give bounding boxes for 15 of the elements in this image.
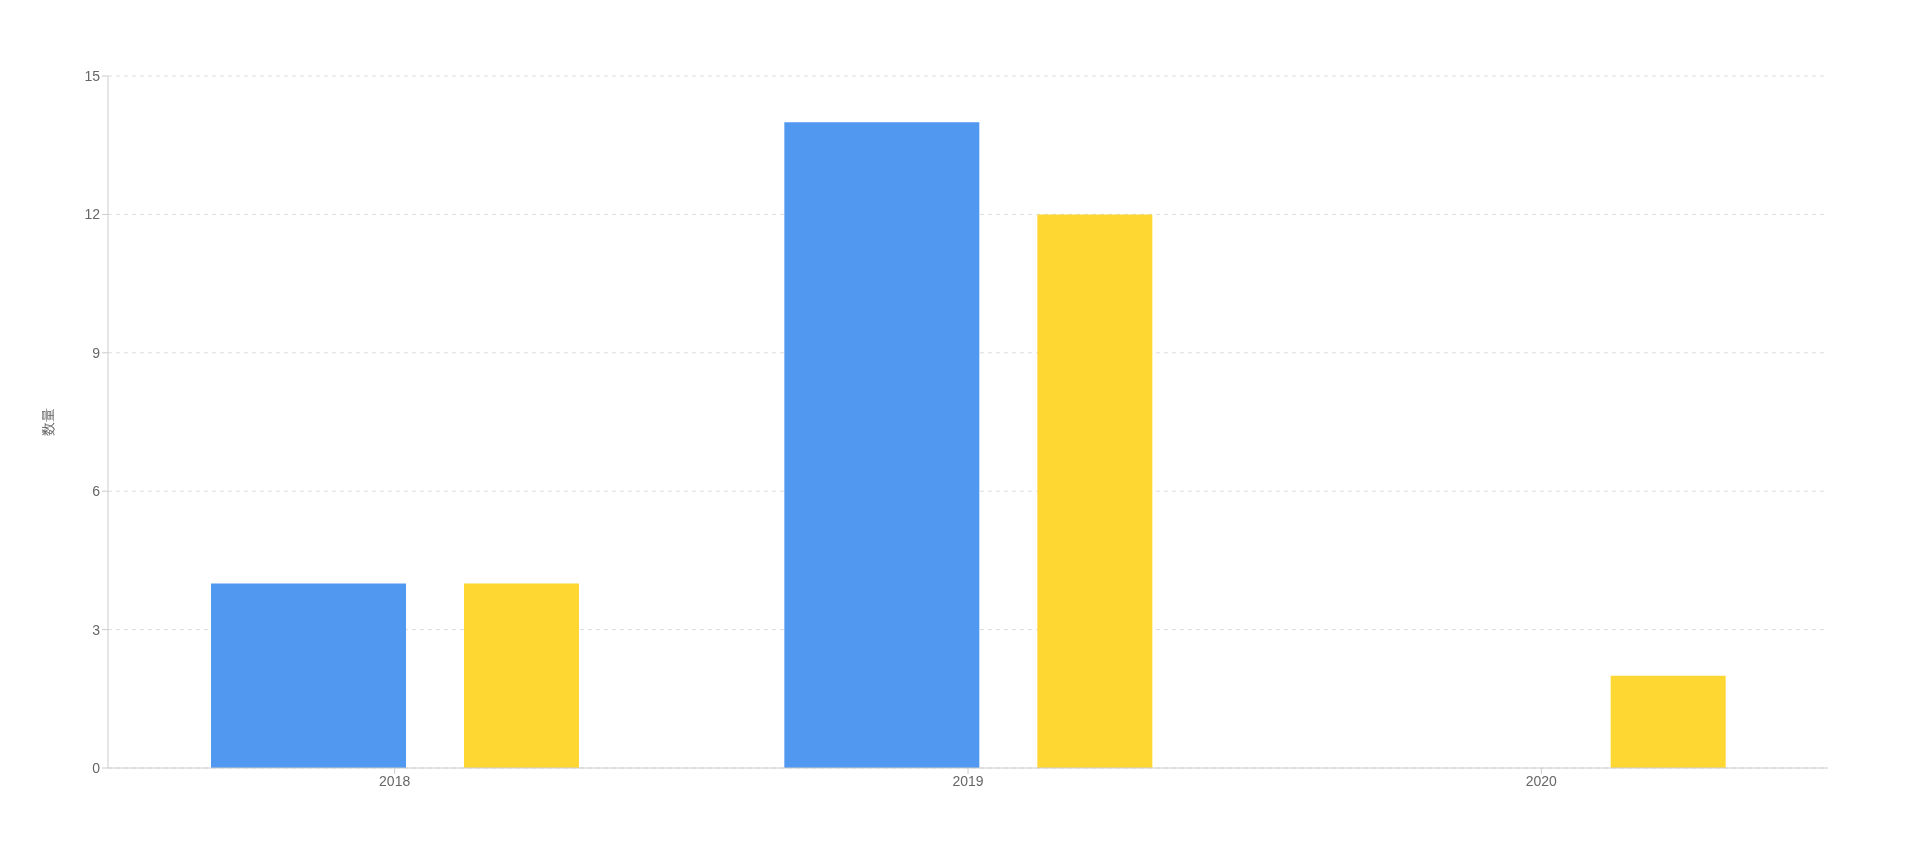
y-tick-label: 12 bbox=[84, 206, 101, 223]
bar bbox=[211, 583, 406, 768]
y-tick-label: 0 bbox=[92, 759, 101, 776]
y-tick-label: 15 bbox=[84, 67, 101, 84]
y-axis-title: 数量 bbox=[39, 408, 56, 436]
bar bbox=[1610, 675, 1726, 768]
bar bbox=[784, 122, 980, 768]
y-tick-label: 3 bbox=[92, 621, 101, 638]
x-tick-label: 2019 bbox=[952, 772, 984, 789]
x-tick-label: 2018 bbox=[379, 772, 411, 789]
x-tick-label: 2020 bbox=[1525, 772, 1558, 789]
y-tick-label: 6 bbox=[92, 483, 101, 500]
bar bbox=[464, 583, 579, 768]
bar bbox=[1037, 214, 1153, 768]
y-tick-label: 9 bbox=[92, 344, 101, 361]
